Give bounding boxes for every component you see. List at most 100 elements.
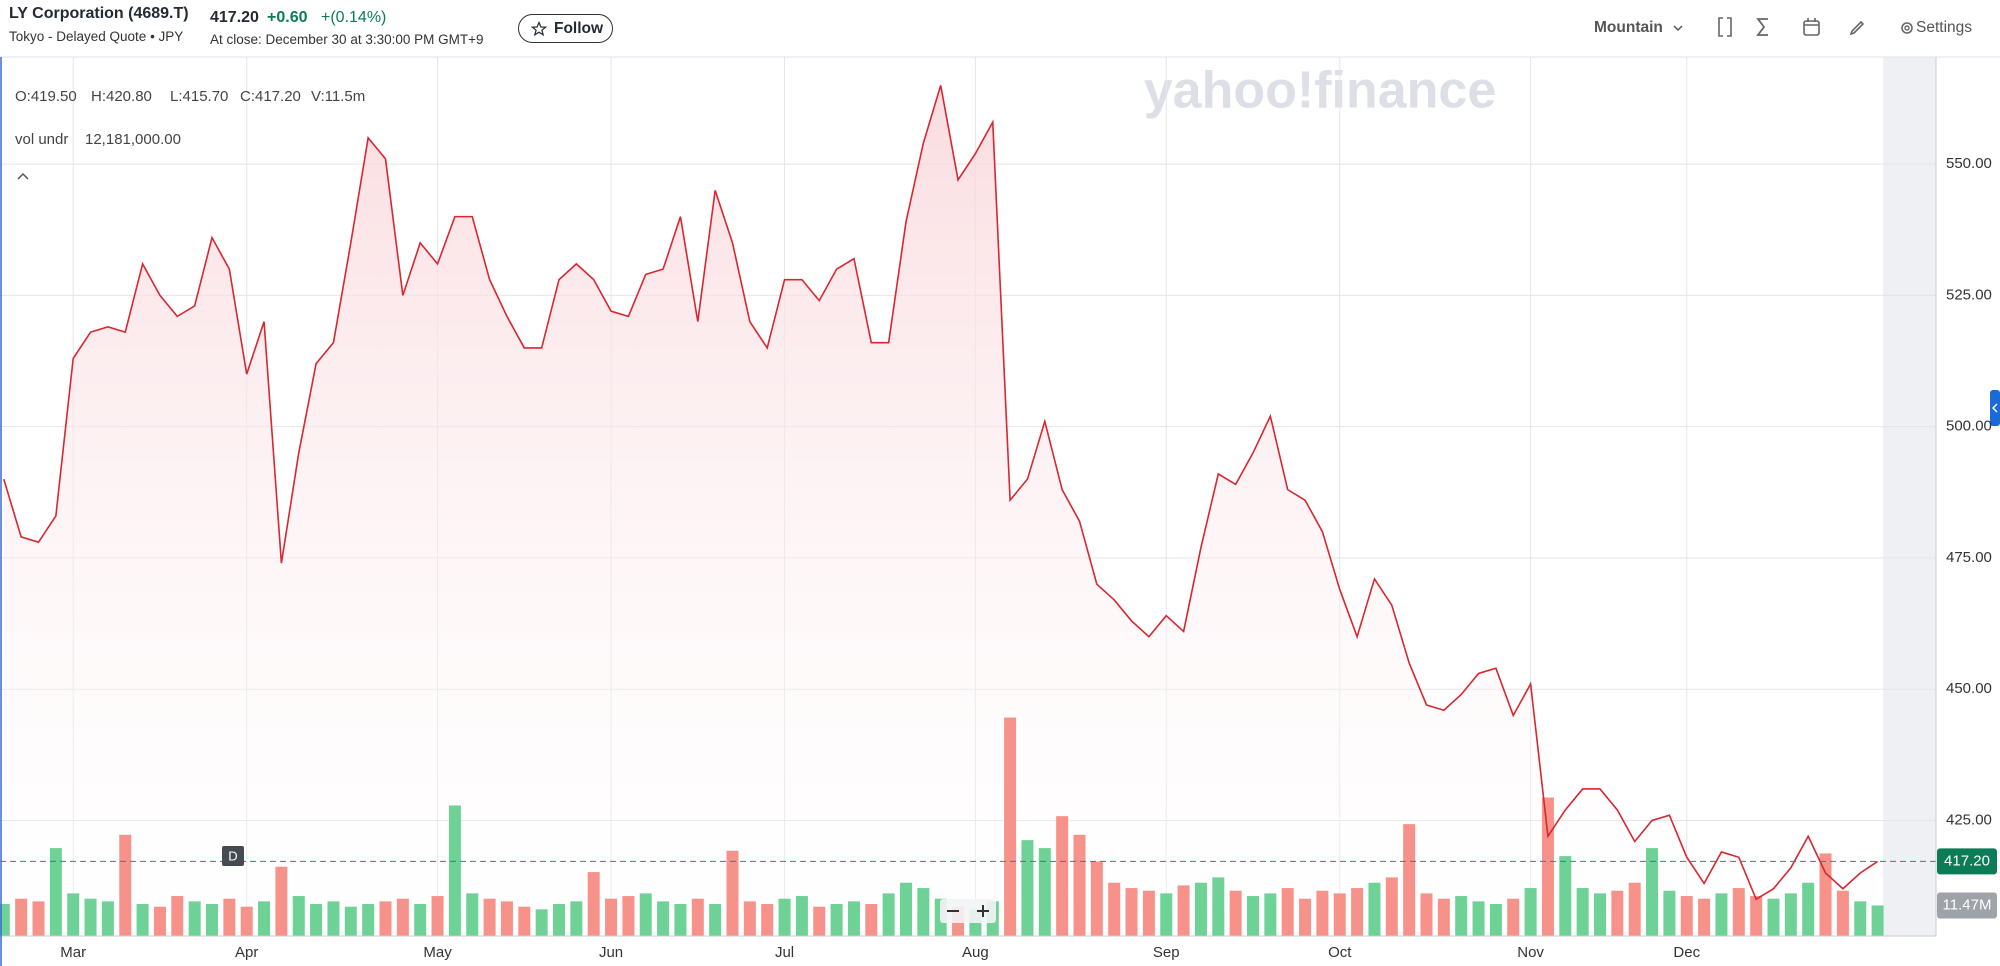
watermark: yahoo!finance xyxy=(1144,62,1497,120)
volume-bar xyxy=(1854,901,1867,936)
volume-bar xyxy=(1194,882,1207,936)
interval-badge xyxy=(222,846,244,866)
volume-bar xyxy=(431,896,444,936)
volume-bar xyxy=(1663,890,1676,936)
volume-bar xyxy=(500,901,513,936)
volume-bar xyxy=(15,898,28,936)
volume-bar xyxy=(813,906,826,936)
chart-style[interactable]: Mountain xyxy=(1594,19,1663,36)
star-icon xyxy=(531,21,547,37)
volume-bar xyxy=(310,904,323,936)
x-tick-label: Aug xyxy=(962,944,989,961)
volume-bar xyxy=(362,904,375,936)
volume-bar xyxy=(900,882,912,936)
volume-bar xyxy=(49,848,62,936)
volume-bar xyxy=(778,898,791,936)
volume-bar xyxy=(657,901,670,936)
volume-bar xyxy=(466,893,479,936)
x-tick-label: Mar xyxy=(60,944,86,961)
volume-bar xyxy=(1021,840,1034,936)
close-note: At close: December 30 at 3:30:00 PM GMT+… xyxy=(210,32,484,47)
future-zone xyxy=(1883,57,1936,936)
follow-button[interactable]: Follow xyxy=(518,14,613,43)
volume-bar xyxy=(1437,898,1450,936)
y-tick-label: 550.00 xyxy=(1946,155,1992,172)
volume-bar xyxy=(327,901,340,936)
volume-bar xyxy=(414,904,427,936)
volume-bar xyxy=(67,893,80,936)
volume-bar xyxy=(1524,888,1537,936)
volume-bar xyxy=(1090,861,1103,936)
volume-bar xyxy=(761,904,774,936)
volume-bar xyxy=(622,896,635,936)
volume-bar xyxy=(1420,893,1433,936)
volume-bar xyxy=(830,904,843,936)
y-tick-label: 425.00 xyxy=(1946,811,1992,828)
volume-bar xyxy=(639,893,652,936)
volume-bar xyxy=(553,904,565,936)
ohlc-low: L:415.70 xyxy=(170,88,229,105)
volume-bar xyxy=(1333,893,1346,936)
volume-bar xyxy=(1299,898,1312,936)
x-tick-label: Sep xyxy=(1153,944,1180,961)
volume-bar xyxy=(1628,882,1641,936)
events-icon[interactable] xyxy=(1803,20,1820,36)
volume-bar xyxy=(153,906,166,936)
collapse-caret[interactable] xyxy=(17,172,29,180)
volume-bar xyxy=(1802,882,1815,936)
volume-bar xyxy=(587,872,600,936)
settings-label[interactable]: Settings xyxy=(1916,19,1973,36)
volume-bar xyxy=(171,896,184,936)
ohlc-high: H:420.80 xyxy=(91,88,152,105)
volume-bar xyxy=(136,904,149,936)
volume-bar xyxy=(240,906,253,936)
volume-bar xyxy=(448,805,461,936)
indicator-value: 12,181,000.00 xyxy=(85,131,181,148)
volume-bar xyxy=(917,888,930,936)
volume-bar xyxy=(344,906,357,936)
volume-bar xyxy=(1559,856,1572,936)
indicators-icon[interactable] xyxy=(1756,18,1768,36)
toolbar xyxy=(1718,17,1913,37)
volume-bar xyxy=(570,901,583,936)
draw-icon[interactable] xyxy=(1849,20,1865,36)
zoom-in[interactable] xyxy=(977,905,989,917)
settings-icon[interactable] xyxy=(1901,22,1913,34)
volume-bar xyxy=(1871,905,1884,936)
x-tick-label: Dec xyxy=(1673,944,1700,961)
x-tick-label: Apr xyxy=(235,944,258,961)
volume-bar xyxy=(518,906,531,936)
volume-bar xyxy=(1750,896,1763,936)
x-tick-label: Jul xyxy=(775,944,794,961)
quote-change-pct: +(0.14%) xyxy=(321,9,387,26)
volume-bar xyxy=(101,901,114,936)
quote-price: 417.20 xyxy=(210,9,259,26)
volume-bar xyxy=(119,834,132,936)
volume-bar xyxy=(1767,898,1780,936)
volume-bar xyxy=(1177,885,1190,936)
volume-bar xyxy=(1108,882,1121,936)
volume-bar xyxy=(1594,893,1606,936)
volume-bar xyxy=(1784,893,1797,936)
y-tick-label: 475.00 xyxy=(1946,549,1992,566)
compare-icon[interactable] xyxy=(1718,17,1732,37)
volume-bar xyxy=(1038,848,1051,936)
volume-bar xyxy=(379,901,392,936)
side-tab[interactable] xyxy=(1990,390,2000,426)
interval-label: D xyxy=(228,848,237,863)
volume-bar xyxy=(188,901,201,936)
ohlc-open: O:419.50 xyxy=(15,88,77,105)
price-line xyxy=(3,85,1879,901)
volume-bar xyxy=(795,896,808,936)
volume-bar xyxy=(1316,890,1329,936)
volume-bar xyxy=(605,898,618,936)
volume-bar xyxy=(743,901,756,936)
volume-bar xyxy=(292,896,305,936)
y-tick-label: 525.00 xyxy=(1946,286,1992,303)
x-tick-label: May xyxy=(423,944,452,961)
volume-bar xyxy=(258,901,271,936)
volume-bar xyxy=(1212,877,1225,936)
volume-bar xyxy=(1281,888,1294,936)
volume-bar xyxy=(1004,717,1017,936)
follow-label: Follow xyxy=(554,20,604,37)
